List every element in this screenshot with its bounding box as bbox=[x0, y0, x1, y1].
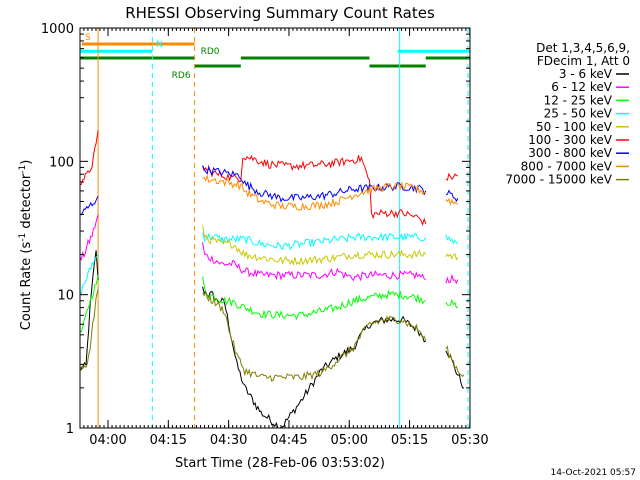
y-axis-label-sup2: -1 bbox=[18, 165, 28, 174]
series-800-7000-kev bbox=[202, 173, 458, 211]
series-12-25-kev bbox=[79, 275, 458, 333]
series-line-7000-15000-kev-1 bbox=[79, 288, 99, 372]
series-6-12-kev bbox=[79, 214, 459, 285]
series-line-50-100-kev-2 bbox=[445, 253, 459, 261]
flag-bar-rd6: RD6 bbox=[172, 64, 426, 81]
x-axis-label: Start Time (28-Feb-06 03:53:02) bbox=[175, 456, 385, 471]
data-series bbox=[79, 130, 465, 429]
legend-label-800-7000-kev: 800 - 7000 keV bbox=[521, 159, 613, 173]
legend-label-50-100-kev: 50 - 100 keV bbox=[536, 120, 613, 134]
y-axis-label: Count Rate (s-1 detector-1) bbox=[18, 160, 34, 331]
legend-label-3-6-kev: 3 - 6 keV bbox=[559, 67, 613, 81]
flag-bar-n: N bbox=[80, 40, 470, 53]
series-line-25-50-kev-2 bbox=[202, 232, 427, 251]
series-line-25-50-kev-1 bbox=[79, 254, 99, 297]
chart-title: RHESSI Observing Summary Count Rates bbox=[125, 4, 435, 22]
flag-bars: S N RD0 RD6 bbox=[80, 33, 470, 81]
y-axis-label-main: Count Rate (s bbox=[19, 242, 34, 331]
series-line-12-25-kev-2 bbox=[202, 276, 426, 321]
series-50-100-kev bbox=[202, 225, 459, 267]
legend-label-6-12-kev: 6 - 12 keV bbox=[551, 80, 613, 94]
series-line-25-50-kev-3 bbox=[445, 234, 459, 245]
series-line-6-12-kev-2 bbox=[202, 242, 426, 282]
flag-label-rd0: RD0 bbox=[201, 47, 220, 57]
x-tick-label: 04:45 bbox=[270, 433, 307, 448]
y-tick-label: 1000 bbox=[41, 22, 74, 37]
series-line-6-12-kev-1 bbox=[79, 214, 99, 262]
series-line-800-7000-kev-2 bbox=[445, 197, 458, 206]
series-line-800-7000-kev-1 bbox=[202, 173, 426, 211]
x-tick-label: 04:30 bbox=[210, 433, 247, 448]
series-25-50-kev bbox=[79, 232, 459, 297]
series-line-300-800-kev-1 bbox=[79, 195, 99, 216]
flag-label-s: S bbox=[85, 33, 91, 43]
legend-label-12-25-kev: 12 - 25 keV bbox=[544, 93, 613, 107]
series-line-7000-15000-kev-2 bbox=[202, 290, 427, 382]
y-tick-label: 100 bbox=[49, 155, 74, 170]
series-line-6-12-kev-3 bbox=[445, 273, 459, 285]
series-line-12-25-kev-1 bbox=[79, 275, 99, 333]
flag-label-n: N bbox=[156, 40, 163, 50]
x-tick-label: 05:15 bbox=[391, 433, 428, 448]
y-axis-label-end: ) bbox=[19, 160, 34, 165]
legend-label-300-800-kev: 300 - 800 keV bbox=[528, 146, 612, 160]
x-tick-label: 05:30 bbox=[451, 433, 488, 448]
series-line-100-300-kev-1 bbox=[79, 130, 99, 186]
render-timestamp: 14-Oct-2021 05:57 bbox=[551, 468, 636, 478]
series-line-50-100-kev-1 bbox=[202, 225, 427, 267]
series-line-300-800-kev-3 bbox=[445, 189, 459, 203]
series-line-300-800-kev-2 bbox=[202, 164, 427, 203]
legend-label-100-300-kev: 100 - 300 keV bbox=[528, 133, 612, 147]
flag-bar-rd0: RD0 bbox=[80, 47, 470, 60]
plot-frame bbox=[79, 27, 471, 429]
series-line-100-300-kev-2 bbox=[202, 154, 427, 227]
x-tick-label: 04:00 bbox=[89, 433, 126, 448]
series-7000-15000-kev bbox=[79, 288, 465, 382]
series-100-300-kev bbox=[79, 130, 458, 227]
y-axis-label-mid: detector bbox=[19, 173, 34, 233]
series-300-800-kev bbox=[79, 164, 459, 216]
series-line-7000-15000-kev-3 bbox=[445, 345, 465, 378]
series-line-12-25-kev-3 bbox=[445, 298, 458, 309]
flag-label-rd6: RD6 bbox=[172, 71, 191, 81]
x-tick-label: 04:15 bbox=[150, 433, 187, 448]
series-line-3-6-kev-1 bbox=[79, 250, 99, 371]
series-line-100-300-kev-3 bbox=[445, 172, 458, 181]
legend-label-25-50-kev: 25 - 50 keV bbox=[544, 107, 613, 121]
y-tick-label: 1 bbox=[66, 422, 74, 437]
legend-header: Det 1,3,4,5,6,9, bbox=[536, 41, 630, 55]
y-tick-label: 10 bbox=[57, 289, 74, 304]
legend-header: FDecim 1, Att 0 bbox=[537, 54, 630, 68]
legend-label-7000-15000-kev: 7000 - 15000 keV bbox=[505, 173, 612, 187]
flag-bar-s: S bbox=[82, 33, 195, 46]
y-axis-label-sup1: -1 bbox=[18, 233, 28, 242]
axes: 1 10 100 1000 04:00 04:15 04:30 04:45 05:00 05:15… bbox=[41, 22, 489, 448]
legend: Det 1,3,4,5,6,9,FDecim 1, Att 03 - 6 keV… bbox=[505, 41, 630, 187]
x-tick-label: 05:00 bbox=[331, 433, 368, 448]
vertical-markers bbox=[97, 28, 469, 428]
